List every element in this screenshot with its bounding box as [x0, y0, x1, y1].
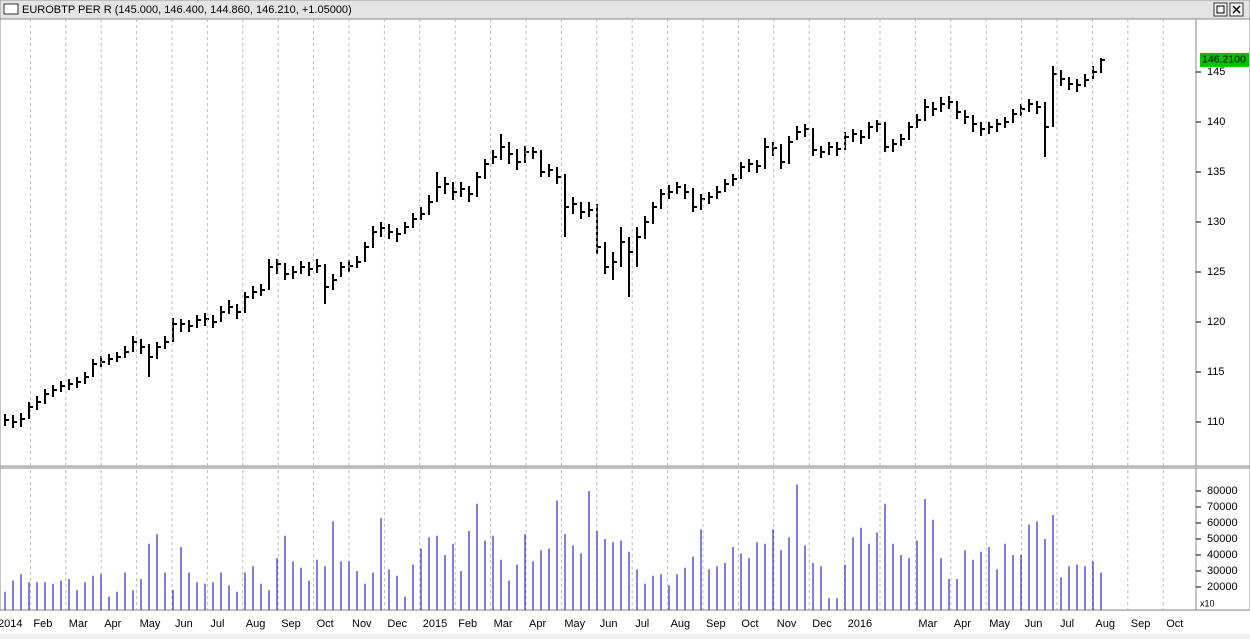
- x-tick-label: Sep: [281, 618, 301, 630]
- x-tick-label: Mar: [494, 618, 513, 630]
- x-tick-label: Apr: [529, 618, 546, 630]
- y-tick-label: 115: [1207, 366, 1225, 378]
- x-tick-label: May: [989, 618, 1010, 630]
- axis-note: x10: [1200, 598, 1215, 608]
- x-tick-label: Jul: [1060, 618, 1074, 630]
- y-tick-label: 20000: [1207, 581, 1238, 593]
- x-tick-label: 2014: [0, 618, 22, 630]
- y-tick-label: 145: [1207, 66, 1225, 78]
- maximize-button[interactable]: [1213, 2, 1228, 17]
- y-tick-label: 140: [1207, 116, 1225, 128]
- x-tick-label: 2015: [423, 618, 447, 630]
- x-tick-label: Mar: [69, 618, 88, 630]
- x-tick-label: Sep: [706, 618, 726, 630]
- x-tick-label: Apr: [104, 618, 121, 630]
- x-tick-label: Aug: [1095, 618, 1115, 630]
- x-tick-label: Mar: [918, 618, 937, 630]
- x-tick-label: Nov: [777, 618, 797, 630]
- y-tick-label: 125: [1207, 266, 1225, 278]
- window-title: EUROBTP PER R (145.000, 146.400, 144.860…: [22, 4, 352, 16]
- x-tick-label: Feb: [458, 618, 477, 630]
- x-tick-label: Aug: [671, 618, 691, 630]
- x-tick-label: Jul: [210, 618, 224, 630]
- y-tick-label: 135: [1207, 166, 1225, 178]
- x-tick-label: Oct: [317, 618, 334, 630]
- x-tick-label: Feb: [33, 618, 52, 630]
- y-tick-label: 110: [1207, 416, 1225, 428]
- x-tick-label: Oct: [741, 618, 758, 630]
- x-tick-label: Nov: [352, 618, 372, 630]
- maximize-icon: [1216, 5, 1225, 14]
- x-tick-label: Jun: [175, 618, 193, 630]
- x-tick-label: Oct: [1166, 618, 1183, 630]
- y-tick-label: 70000: [1207, 501, 1238, 513]
- price-axis: [1195, 18, 1250, 467]
- y-tick-label: 80000: [1207, 485, 1238, 497]
- x-tick-label: Dec: [387, 618, 407, 630]
- last-price-label: 146.2100: [1202, 54, 1246, 66]
- x-tick-label: 2016: [848, 618, 872, 630]
- y-tick-label: 120: [1207, 316, 1225, 328]
- time-axis: [0, 611, 1250, 634]
- y-tick-label: 30000: [1207, 565, 1238, 577]
- x-tick-label: May: [564, 618, 585, 630]
- x-tick-label: May: [140, 618, 161, 630]
- volume-axis: [1195, 467, 1250, 611]
- close-icon: [1232, 5, 1241, 14]
- y-tick-label: 50000: [1207, 533, 1238, 545]
- window-icon: [3, 3, 19, 15]
- y-tick-label: 130: [1207, 216, 1225, 228]
- x-tick-label: Aug: [246, 618, 266, 630]
- y-tick-label: 40000: [1207, 549, 1238, 561]
- x-tick-label: Jun: [600, 618, 618, 630]
- volume-panel: [0, 467, 1197, 611]
- x-tick-label: Jun: [1025, 618, 1043, 630]
- x-tick-label: Jul: [635, 618, 649, 630]
- x-tick-label: Apr: [954, 618, 971, 630]
- last-price-box: [1200, 52, 1249, 67]
- y-tick-label: 60000: [1207, 517, 1238, 529]
- x-tick-label: Dec: [812, 618, 832, 630]
- x-tick-label: Sep: [1131, 618, 1151, 630]
